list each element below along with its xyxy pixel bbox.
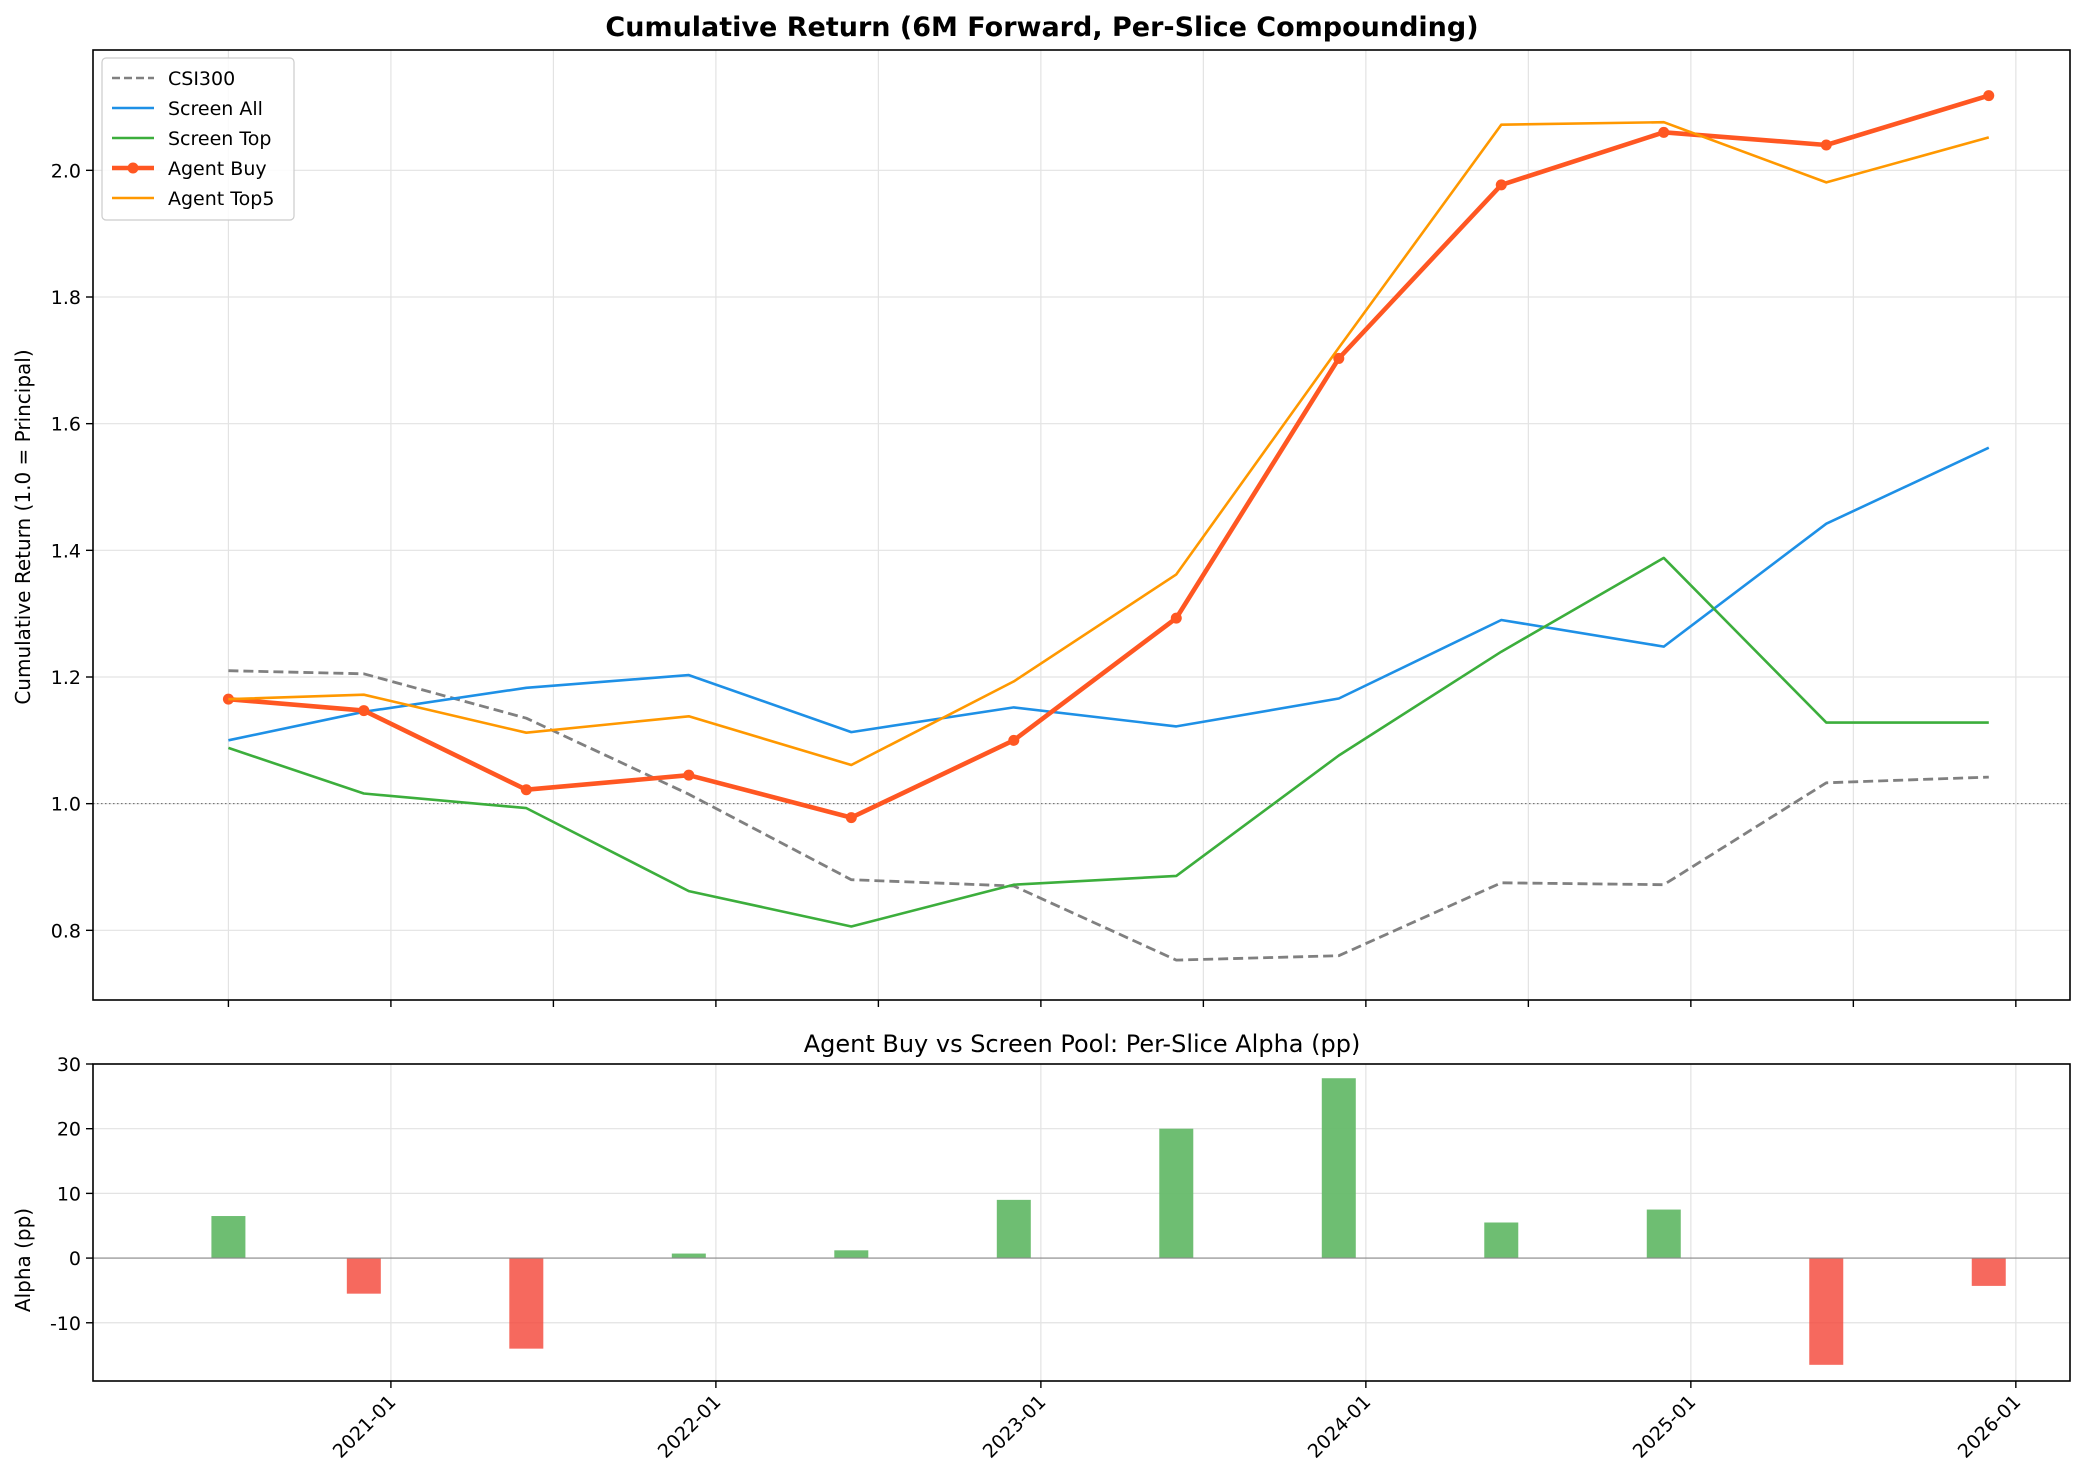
series-marker-agent-buy (845, 812, 857, 824)
top-chart-title: Cumulative Return (6M Forward, Per-Slice… (605, 12, 1478, 43)
alpha-bar (211, 1216, 246, 1259)
bottom-chart-frame (92, 1063, 2071, 1382)
legend-label-agent-top5: Agent Top5 (168, 188, 274, 210)
alpha-bar (1484, 1222, 1519, 1259)
top-y-tick-label: 1.0 (51, 794, 81, 816)
bottom-chart-y-ticks: -10 0 10 20 30 (50, 1054, 93, 1335)
series-marker-agent-buy (1170, 612, 1182, 624)
top-chart-frame (92, 49, 2071, 1001)
top-chart-y-axis-label: Cumulative Return (1.0 = Principal) (11, 349, 35, 704)
top-y-tick-label: 1.8 (51, 287, 81, 309)
bottom-y-tick-label: -10 (50, 1313, 81, 1335)
top-y-tick-label: 1.4 (51, 540, 81, 562)
series-marker-agent-buy (358, 705, 370, 717)
alpha-bar (1159, 1128, 1194, 1259)
series-marker-agent-buy (1008, 734, 1020, 746)
series-line-csi300 (228, 669, 1989, 962)
top-chart-grid (93, 50, 2070, 1000)
alpha-bar (1809, 1258, 1844, 1365)
alpha-bar (671, 1253, 706, 1259)
series-marker-agent-buy (520, 784, 532, 796)
legend-label-csi300: CSI300 (168, 68, 235, 90)
series-marker-agent-buy (1495, 179, 1507, 191)
top-chart-y-ticks: 0.8 1.0 1.2 1.4 1.6 1.8 2.0 (51, 160, 93, 942)
alpha-bar (509, 1258, 544, 1349)
series-line-screen-top (227, 556, 1989, 928)
series-line-screen-all (228, 446, 1990, 742)
legend-label-screen-all: Screen All (168, 98, 263, 120)
series-marker-agent-buy (1983, 90, 1995, 102)
alpha-bar (1646, 1209, 1681, 1259)
top-chart-series-group (222, 90, 1995, 962)
series-line-agent-top5 (228, 120, 1990, 767)
top-chart-legend: CSI300 Screen All Screen Top Agent Buy Agent… (101, 57, 295, 221)
series-marker-agent-buy (1820, 139, 1832, 151)
bottom-chart-title: Agent Buy vs Screen Pool: Per-Slice Alph… (804, 1030, 1361, 1058)
series-marker-agent-buy (683, 769, 695, 781)
bottom-y-tick-label: 20 (57, 1119, 81, 1141)
alpha-bar (1321, 1078, 1356, 1259)
legend-label-agent-buy: Agent Buy (168, 158, 267, 180)
bottom-y-tick-label: 30 (57, 1054, 81, 1076)
legend-marker-agent-buy (127, 162, 139, 174)
series-marker-agent-buy (1658, 126, 1670, 138)
legend-box (101, 57, 295, 221)
alpha-bar (346, 1258, 381, 1294)
top-y-tick-label: 1.6 (51, 414, 81, 436)
top-y-tick-label: 1.2 (51, 667, 81, 689)
top-chart-plot-area: 0.8 1.0 1.2 1.4 1.6 1.8 2.0 (51, 49, 2071, 1007)
bottom-chart-y-axis-label: Alpha (pp) (11, 1208, 35, 1312)
bottom-y-tick-label: 0 (69, 1248, 81, 1270)
top-y-tick-label: 2.0 (51, 160, 81, 182)
legend-items: CSI300 Screen All Screen Top Agent Buy Agent… (112, 68, 274, 210)
top-chart-x-ticks (227, 1000, 2017, 1007)
series-line-agent-buy (228, 93, 1990, 820)
series-marker-agent-buy (1333, 352, 1345, 364)
alpha-bar (1971, 1258, 2006, 1286)
bottom-y-tick-label: 10 (57, 1183, 81, 1205)
alpha-bar (996, 1199, 1031, 1259)
alpha-bar (834, 1250, 869, 1259)
bottom-chart-bars (211, 1078, 2006, 1365)
legend-label-screen-top: Screen Top (168, 128, 271, 150)
top-y-tick-label: 0.8 (51, 920, 81, 942)
